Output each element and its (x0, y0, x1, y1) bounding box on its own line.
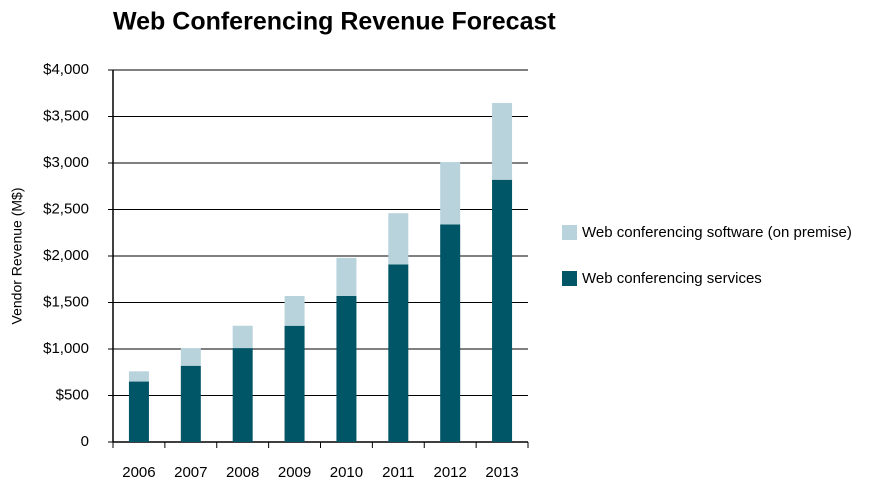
chart-title: Web Conferencing Revenue Forecast (113, 8, 556, 36)
bar-segment (180, 365, 201, 442)
bar-segment (284, 295, 305, 326)
bar-segment (232, 325, 253, 349)
y-tick-label: $3,500 (43, 107, 89, 124)
bar-segment (232, 348, 253, 442)
y-tick-label: $2,500 (43, 200, 89, 217)
x-tick-label: 2007 (174, 464, 207, 480)
x-tick-label: 2013 (485, 464, 518, 480)
y-tick-label: $500 (56, 386, 89, 403)
x-tick-label: 2011 (382, 464, 414, 480)
y-tick-label: $1,000 (43, 340, 89, 357)
legend-label: Web conferencing services (582, 270, 762, 287)
bar-segment (336, 257, 357, 296)
x-tick-label: 2012 (434, 464, 467, 480)
bar-segment (440, 224, 461, 442)
y-tick-label: $2,000 (43, 247, 89, 264)
x-tick-label: 2006 (122, 464, 155, 480)
bar-segment (440, 162, 461, 225)
y-tick-label: $4,000 (43, 61, 89, 78)
bar-segment (128, 381, 149, 442)
bar-segment (128, 371, 149, 382)
legend-swatch (562, 225, 577, 240)
y-tick-label: $3,000 (43, 154, 89, 171)
y-tick-label: $1,500 (43, 293, 89, 310)
bar-segment (180, 348, 201, 366)
legend-label: Web conferencing software (on premise) (582, 224, 852, 241)
bar-segment (336, 295, 357, 442)
x-tick-label: 2009 (278, 464, 311, 480)
bar-segment (284, 325, 305, 442)
bar-segment (388, 264, 409, 442)
y-axis-label: Vendor Revenue (M$) (9, 188, 25, 325)
x-tick-label: 2010 (330, 464, 363, 480)
legend-swatch (562, 271, 577, 286)
bar-segment (492, 179, 513, 443)
bar-segment (388, 213, 409, 265)
bar-segment (492, 103, 513, 180)
x-tick-label: 2008 (226, 464, 259, 480)
y-tick-label: 0 (81, 433, 89, 450)
